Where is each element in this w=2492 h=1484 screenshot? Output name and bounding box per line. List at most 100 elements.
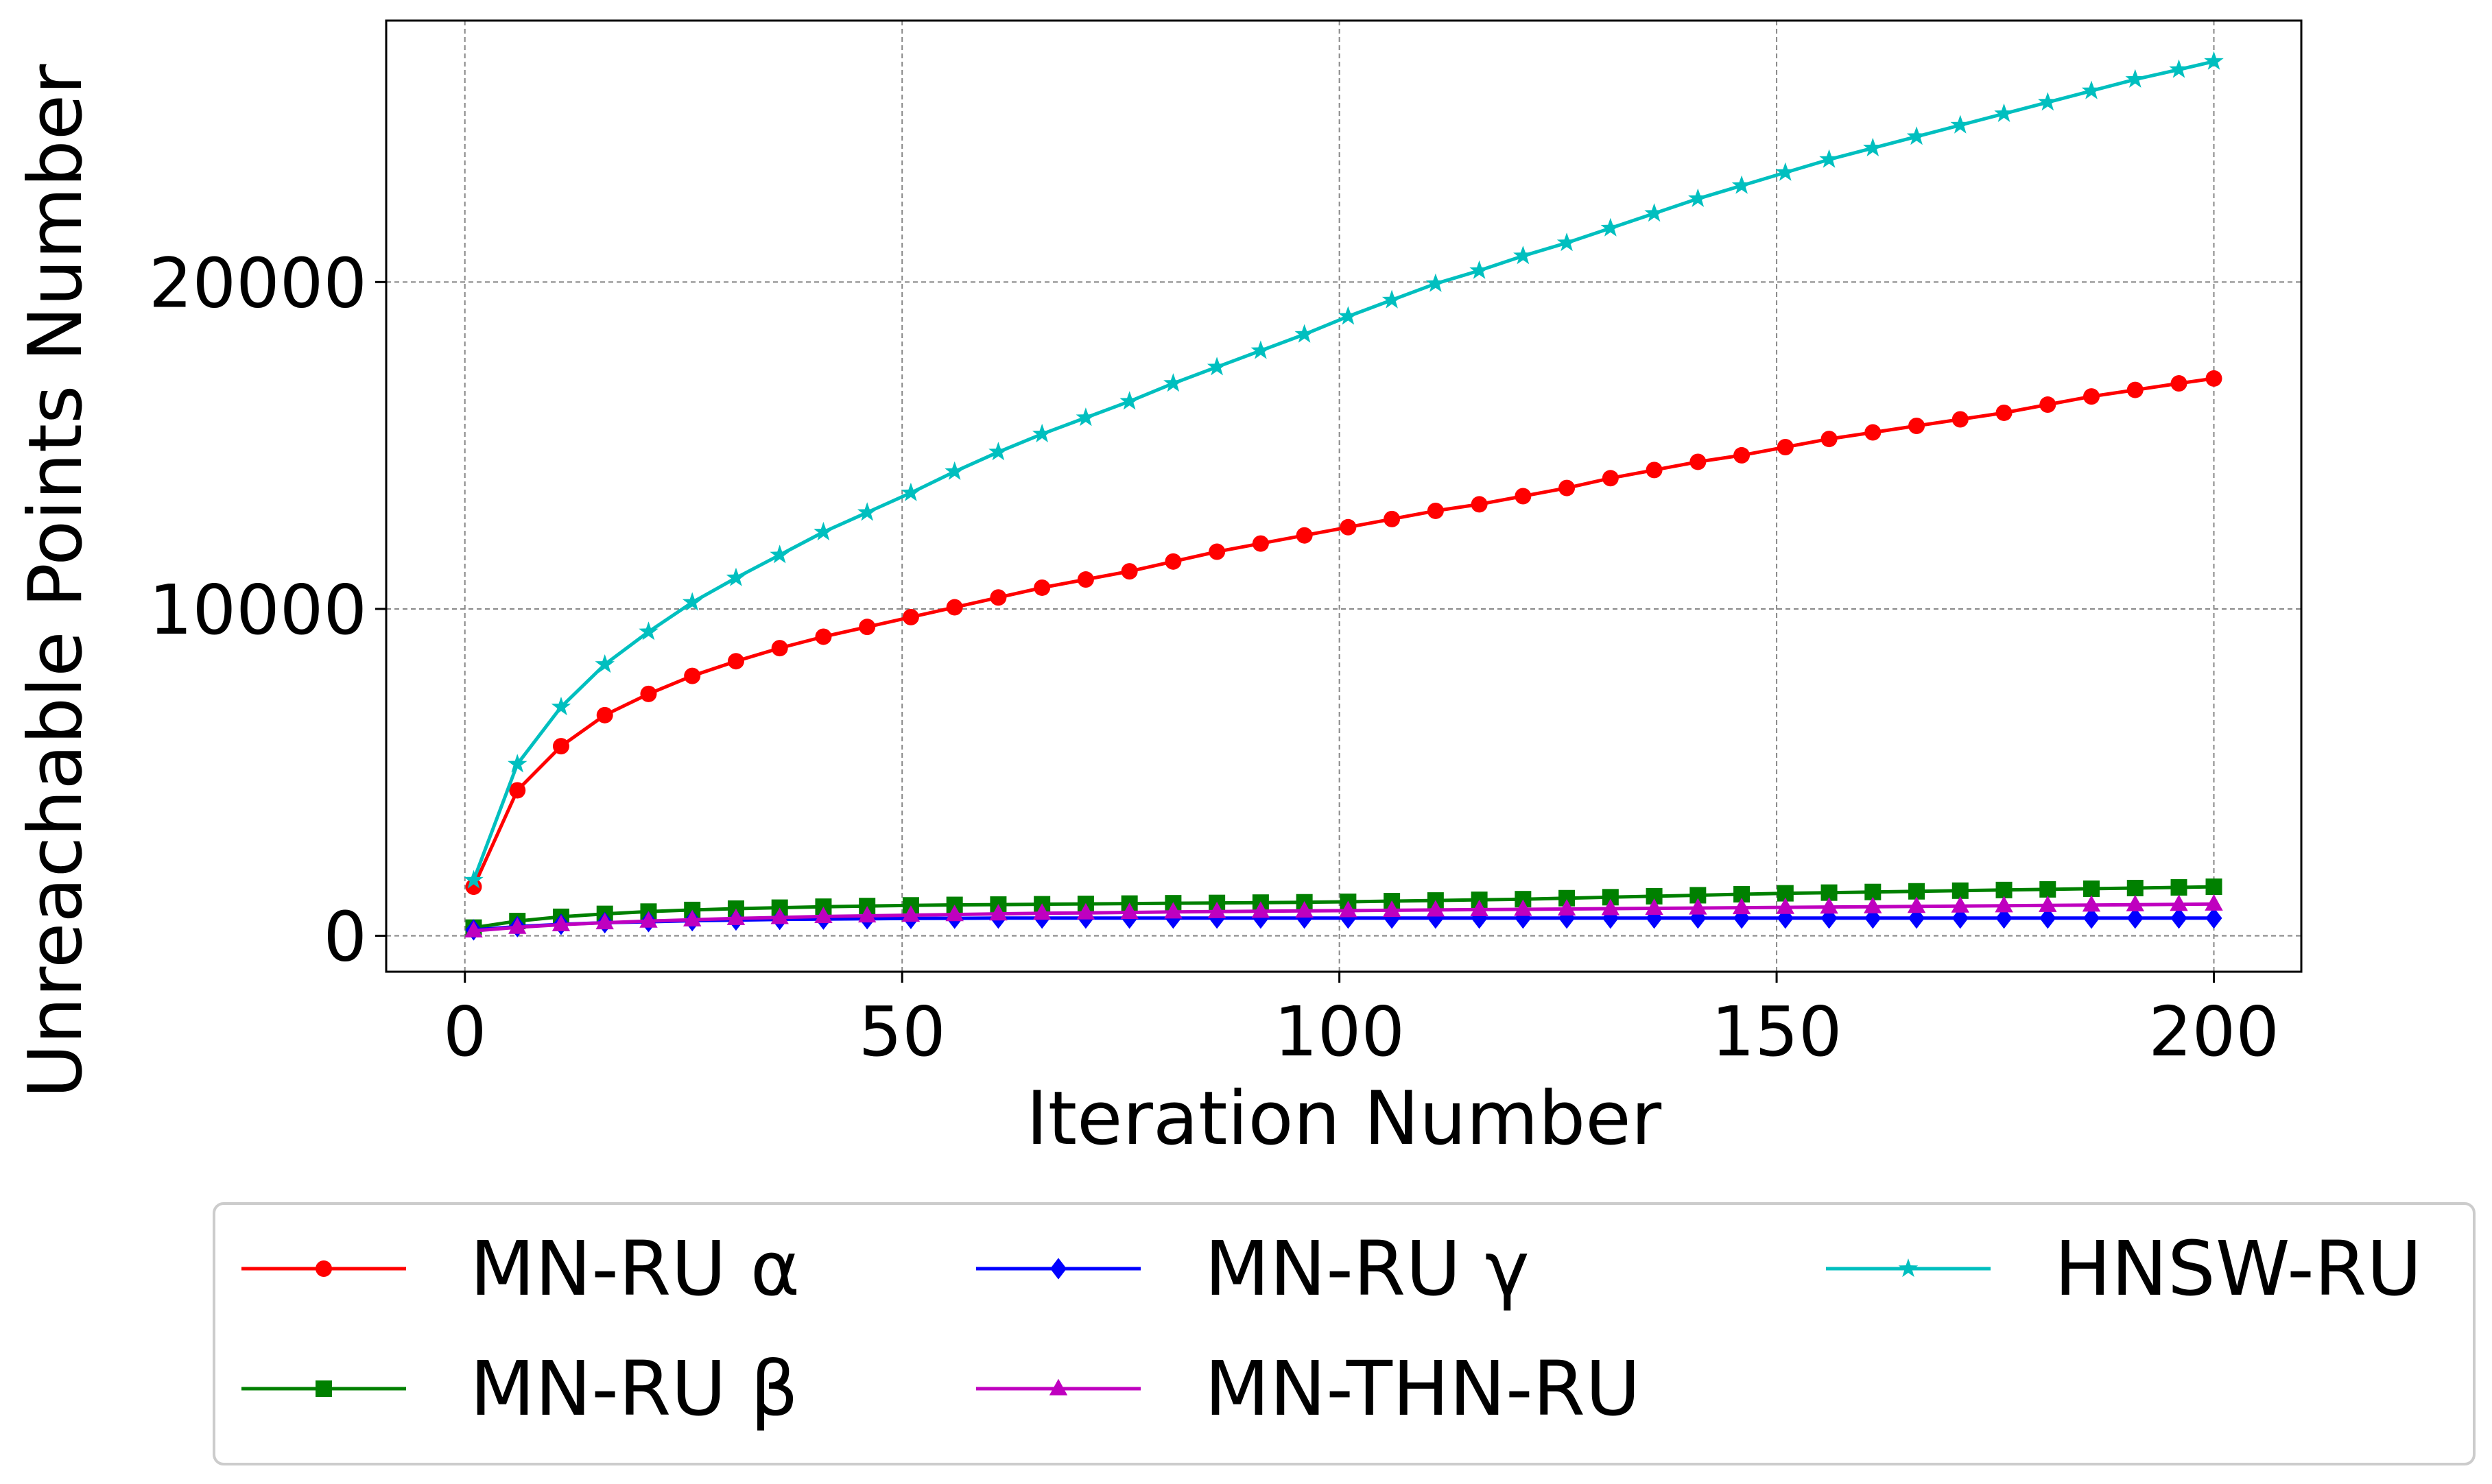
- data-point: [1076, 407, 1096, 427]
- data-point: [551, 696, 571, 716]
- data-point: [1164, 902, 1183, 919]
- y-axis-label: Unreachable Points Number: [13, 64, 99, 1099]
- data-point: [857, 502, 877, 521]
- data-point: [1558, 479, 1576, 496]
- data-point: [1077, 571, 1094, 588]
- data-point: [508, 754, 527, 773]
- data-point: [1645, 898, 1663, 915]
- data-point: [595, 913, 614, 930]
- data-point: [1995, 404, 2013, 421]
- data-point: [1340, 907, 1357, 929]
- data-point: [1820, 897, 1838, 914]
- legend-label: MN-RU γ: [1205, 1225, 1530, 1313]
- data-point: [1864, 907, 1882, 929]
- data-point: [901, 905, 921, 922]
- data-point: [2039, 907, 2056, 929]
- data-point: [1294, 324, 1314, 343]
- data-point: [859, 619, 876, 636]
- data-point: [1471, 496, 1488, 513]
- data-point: [2126, 879, 2144, 896]
- data-point: [684, 667, 701, 684]
- data-point: [1515, 488, 1532, 505]
- data-point: [1906, 126, 1927, 145]
- data-point: [1951, 411, 1969, 428]
- data-point: [2170, 879, 2187, 896]
- legend-item: MN-RU γ: [976, 1225, 1530, 1313]
- series-hnsw-ru: [464, 51, 2224, 889]
- data-point: [1338, 306, 1358, 325]
- data-point: [2126, 894, 2144, 911]
- data-point: [1034, 579, 1051, 596]
- data-point: [1864, 424, 1882, 441]
- data-point: [990, 589, 1007, 606]
- data-point: [1121, 563, 1138, 580]
- data-point: [1514, 899, 1532, 916]
- data-point: [1381, 289, 1402, 309]
- data-point: [1340, 518, 1357, 536]
- data-point: [1207, 901, 1226, 918]
- legend: MN-RU α MN-RU β MN-RU γ MN-THN-RU HNSW-RU: [213, 1202, 2476, 1465]
- data-point: [2083, 880, 2100, 897]
- data-point: [2205, 878, 2222, 896]
- data-point: [1646, 462, 1663, 479]
- data-point: [1032, 423, 1052, 443]
- data-point: [1688, 188, 1708, 207]
- data-point: [1556, 232, 1577, 252]
- data-point: [1907, 896, 1926, 913]
- data-point: [1951, 896, 1969, 913]
- data-point: [1207, 357, 1227, 376]
- data-point: [1776, 897, 1795, 914]
- y-tick-label: 20000: [149, 243, 367, 323]
- data-point: [1384, 907, 1401, 929]
- data-point: [551, 914, 571, 931]
- data-point: [1513, 246, 1533, 265]
- data-point: [1731, 175, 1752, 194]
- data-point: [1820, 431, 1838, 448]
- data-point: [1820, 907, 1838, 929]
- data-point: [901, 482, 921, 501]
- data-point: [1995, 907, 2013, 929]
- data-point: [945, 905, 964, 922]
- data-point: [2039, 895, 2057, 912]
- data-point: [2205, 907, 2222, 929]
- data-point: [727, 653, 744, 670]
- x-tick-label: 0: [443, 992, 487, 1072]
- data-point: [1339, 900, 1357, 918]
- legend-marker: [1050, 1258, 1067, 1280]
- x-axis-label: Iteration Number: [1026, 1076, 1662, 1162]
- data-point: [2082, 895, 2101, 912]
- data-point: [2205, 370, 2222, 387]
- data-point: [1252, 907, 1269, 929]
- data-point: [902, 608, 919, 625]
- data-point: [1863, 137, 1883, 156]
- data-point: [2169, 59, 2189, 78]
- data-point: [2125, 69, 2145, 88]
- legend-label: MN-RU α: [470, 1225, 800, 1313]
- data-point: [1119, 391, 1139, 410]
- data-point: [508, 917, 527, 934]
- x-tick-label: 100: [1274, 992, 1405, 1072]
- series-mn-ru-: [465, 370, 2222, 896]
- data-point: [1295, 900, 1314, 918]
- data-point: [1600, 217, 1621, 237]
- data-point: [770, 544, 790, 564]
- data-point: [1646, 907, 1663, 929]
- legend-marker: [316, 1380, 332, 1397]
- data-point: [2083, 907, 2100, 929]
- data-point: [1382, 900, 1401, 917]
- data-point: [2126, 907, 2144, 929]
- series-lines: [464, 51, 2224, 941]
- data-point: [1076, 902, 1095, 920]
- data-point: [1558, 907, 1576, 929]
- data-point: [1777, 439, 1794, 456]
- data-point: [814, 907, 833, 924]
- data-point: [1995, 881, 2013, 898]
- y-tick-label: 10000: [149, 570, 367, 650]
- legend-item: MN-RU α: [241, 1225, 800, 1313]
- data-point: [682, 592, 702, 611]
- data-point: [1032, 903, 1052, 920]
- data-point: [1426, 900, 1445, 917]
- data-point: [1557, 899, 1576, 916]
- data-point: [1251, 901, 1270, 918]
